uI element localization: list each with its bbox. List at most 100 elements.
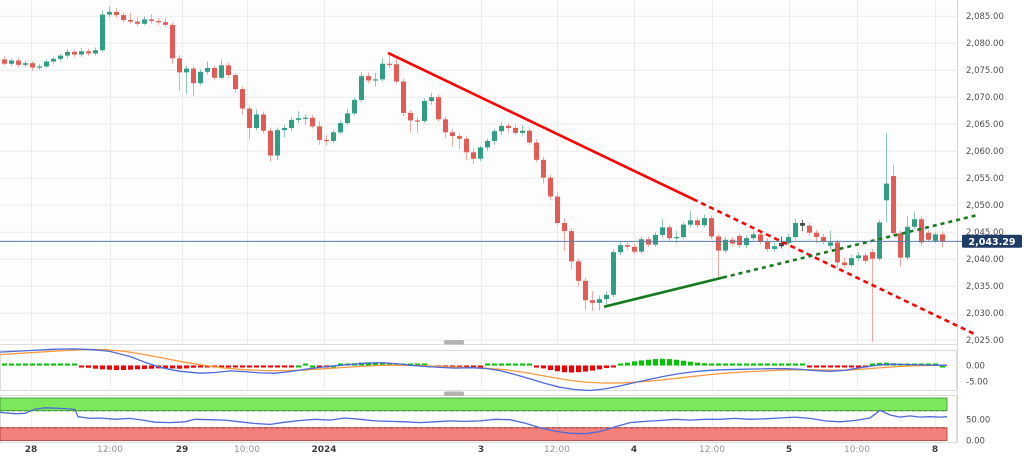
macd-histogram-bar [114, 365, 119, 370]
candle-body [723, 239, 728, 251]
candle-body [709, 218, 714, 237]
candle-body [156, 21, 161, 23]
macd-histogram-bar [492, 363, 497, 366]
pane-resize-handle[interactable] [444, 391, 464, 397]
ascending-support-dotted[interactable] [722, 213, 979, 279]
macd-histogram-bar [576, 365, 581, 373]
macd-histogram-bar [870, 363, 875, 366]
macd-histogram-bar [933, 363, 938, 366]
macd-histogram-bar [191, 365, 196, 368]
macd-histogram-bar [674, 359, 679, 366]
candle-body [506, 125, 511, 128]
candle-body [576, 261, 581, 281]
current-price-tag [962, 234, 1022, 248]
time-axis-tick-label: 28 [25, 445, 38, 455]
macd-histogram-bar [667, 359, 672, 366]
oscillator-line [0, 407, 948, 435]
macd-axis-label: -5.00 [966, 378, 988, 388]
candle-body [226, 65, 231, 76]
macd-histogram-bar [842, 365, 847, 368]
macd-histogram-bar [737, 363, 742, 366]
candle-body [842, 262, 847, 266]
macd-histogram-bar [282, 365, 287, 368]
candle-body [835, 242, 840, 263]
macd-histogram-bar [107, 365, 112, 370]
macd-histogram-bar [9, 363, 14, 366]
macd-histogram-bar [814, 365, 819, 368]
macd-histogram-bar [723, 363, 728, 366]
candle-body [422, 100, 427, 121]
candle-body [737, 235, 742, 246]
macd-histogram-bar [555, 365, 560, 372]
candle-body [163, 22, 168, 25]
macd-histogram-bar [387, 362, 392, 366]
macd-histogram-bar [807, 365, 812, 368]
macd-histogram-bar [695, 362, 700, 366]
candle-body [457, 136, 462, 139]
candle-body [79, 51, 84, 55]
macd-histogram-bar [51, 363, 56, 366]
macd-histogram-bar [415, 363, 420, 366]
time-axis-tick-label: 12:00 [699, 445, 725, 455]
candle-body [884, 183, 889, 201]
candle-body [72, 51, 77, 55]
macd-histogram-bar [520, 363, 525, 366]
candle-body [177, 58, 182, 73]
candle-body [352, 99, 357, 114]
macd-histogram-bar [940, 365, 945, 368]
time-axis-tick-label: 2024 [311, 445, 336, 455]
macd-histogram-bar [79, 365, 84, 368]
macd-histogram-bar [205, 365, 210, 368]
candle-body [2, 59, 7, 64]
candle-body [772, 246, 777, 249]
descending-resistance-solid[interactable] [387, 51, 694, 201]
candle-body [534, 142, 539, 160]
candle-body [23, 63, 28, 65]
candle-body [9, 60, 14, 64]
macd-histogram-bar [828, 365, 833, 368]
candle-body [317, 126, 322, 140]
macd-histogram-bar [408, 363, 413, 366]
macd-histogram-bar [275, 365, 280, 368]
macd-histogram-bar [653, 359, 658, 366]
candle-body [702, 218, 707, 226]
candle-body [499, 125, 504, 132]
candle-body [814, 232, 819, 238]
macd-histogram-bar [23, 363, 28, 366]
time-axis-tick-label: 12:00 [97, 445, 123, 455]
candle-body [254, 114, 259, 128]
macd-histogram-bar [478, 365, 483, 368]
candle-body [114, 11, 119, 16]
ascending-support-solid[interactable] [603, 276, 724, 308]
macd-histogram-bar [457, 365, 462, 368]
macd-histogram-bar [86, 365, 91, 368]
candle-body [716, 236, 721, 251]
candle-body [149, 19, 154, 22]
candle-body [443, 119, 448, 133]
descending-resistance-dotted[interactable] [692, 197, 976, 336]
candle-body [51, 58, 56, 62]
macd-histogram-bar [751, 363, 756, 366]
candle-body [135, 21, 140, 24]
pane-resize-handle[interactable] [444, 340, 464, 345]
macd-histogram-bar [716, 363, 721, 366]
candle-body [520, 130, 525, 133]
macd-histogram-bar [625, 362, 630, 366]
macd-histogram-bar [394, 363, 399, 366]
candle-body [233, 75, 238, 90]
macd-histogram-bar [72, 363, 77, 366]
candle-body [331, 132, 336, 141]
candle-body [219, 65, 224, 78]
candle-body [618, 245, 623, 253]
macd-histogram-bar [835, 365, 840, 368]
macd-histogram-bar [338, 363, 343, 366]
macd-histogram-bar [583, 365, 588, 372]
macd-histogram-bar [877, 362, 882, 366]
candle-body [660, 227, 665, 235]
oscillator-axis-label: 0.00 [966, 437, 985, 447]
candle-body [933, 234, 938, 241]
time-axis-tick-label: 10:00 [234, 445, 260, 455]
candle-body [870, 252, 875, 259]
